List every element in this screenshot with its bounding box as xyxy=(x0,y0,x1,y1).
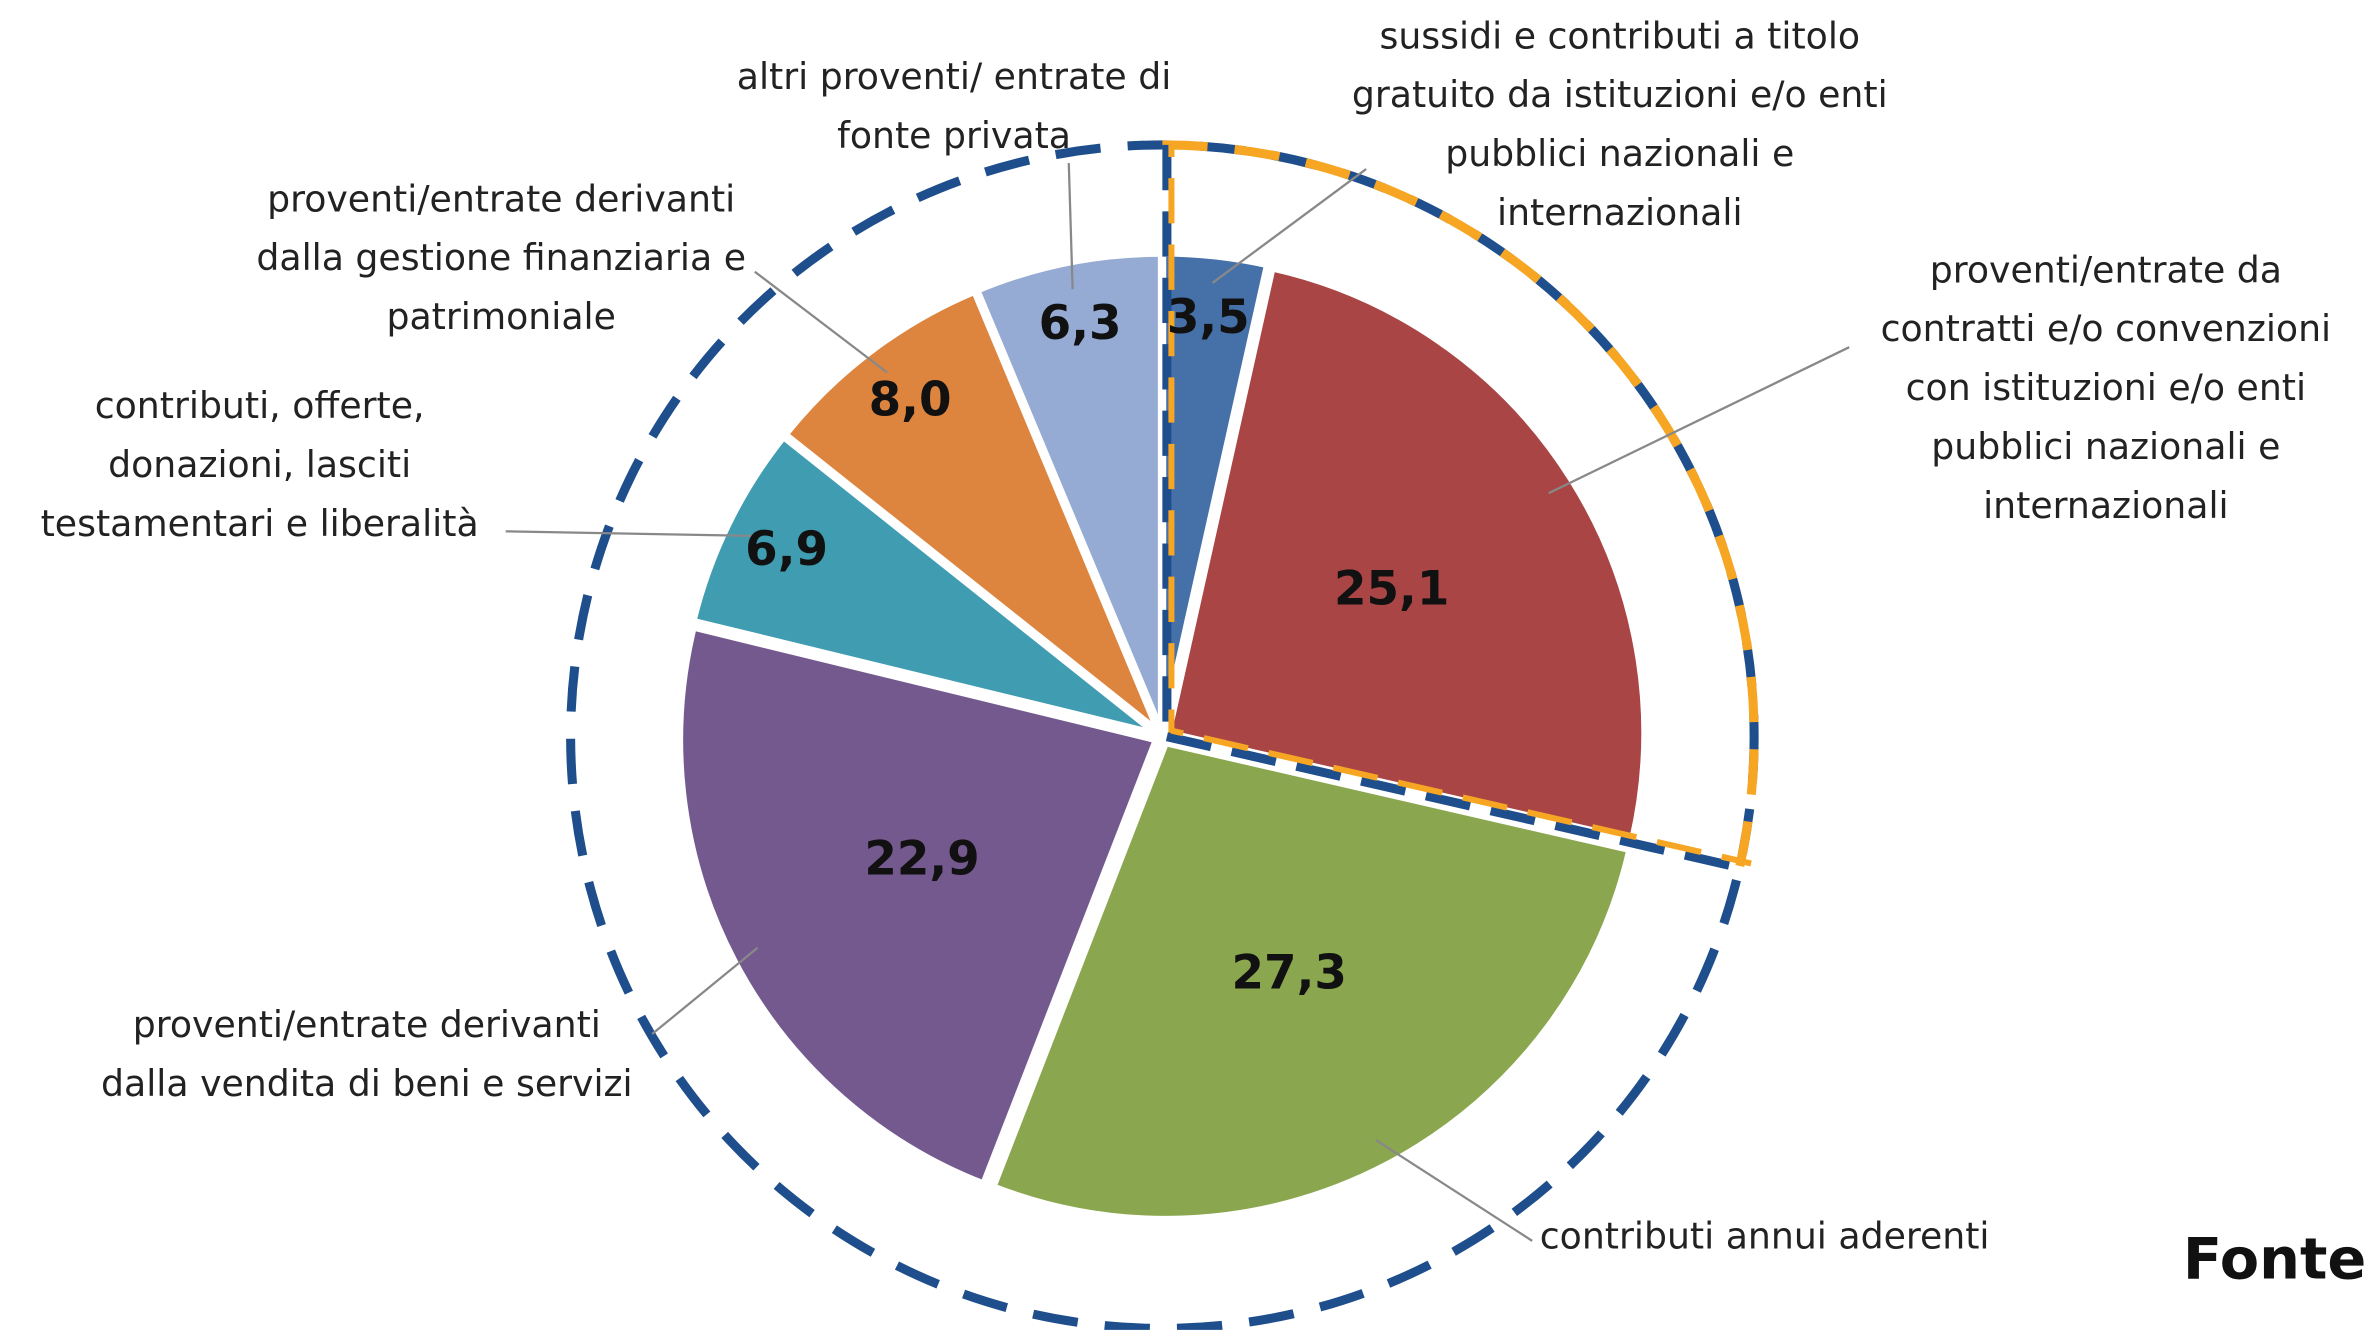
category-label: proventi/entrate derivanti dalla gestion… xyxy=(256,178,746,339)
value-label: 27,3 xyxy=(1231,947,1346,1001)
value-label: 3,5 xyxy=(1167,291,1250,345)
group-divider xyxy=(1165,732,1750,874)
value-label: 6,9 xyxy=(745,523,828,577)
leader-line xyxy=(1548,346,1850,495)
leader-line xyxy=(754,270,888,374)
category-label: sussidi e contributi a titolo gratuito d… xyxy=(1351,15,1888,234)
value-labels: 3,5 25,1 27,3 22,9 6,9 8,0 6,3 xyxy=(745,291,1449,1000)
pie-slice xyxy=(677,624,1160,1188)
category-label: contributi, offerte, donazioni, lasciti … xyxy=(40,384,479,545)
leader-line xyxy=(505,530,753,537)
category-label: proventi/entrate da contratti e/o conven… xyxy=(1880,249,2332,527)
category-label: proventi/entrate derivanti dalla vendita… xyxy=(101,1003,633,1106)
category-label: contributi annui aderenti xyxy=(1539,1215,1990,1258)
value-label: 8,0 xyxy=(869,373,952,427)
pie-slice xyxy=(1165,264,1648,843)
pie-slice xyxy=(973,250,1164,731)
group-arc xyxy=(1162,140,1759,871)
leader-line xyxy=(1211,168,1367,284)
leader-line xyxy=(1067,162,1074,290)
source: Fonte: xyxy=(2182,1225,2367,1293)
pie-slice xyxy=(781,287,1161,734)
leader-line xyxy=(651,946,759,1035)
pie-slice xyxy=(989,739,1633,1222)
value-label: 25,1 xyxy=(1334,563,1449,617)
value-label: 6,3 xyxy=(1039,297,1122,351)
leaders xyxy=(505,162,1850,1242)
category-label: altri proventi/ entrate di fonte privata xyxy=(736,55,1172,157)
pie xyxy=(677,250,1648,1222)
pie-slice xyxy=(689,432,1158,737)
leader-line xyxy=(1375,1139,1533,1242)
value-label: 22,9 xyxy=(864,832,979,886)
